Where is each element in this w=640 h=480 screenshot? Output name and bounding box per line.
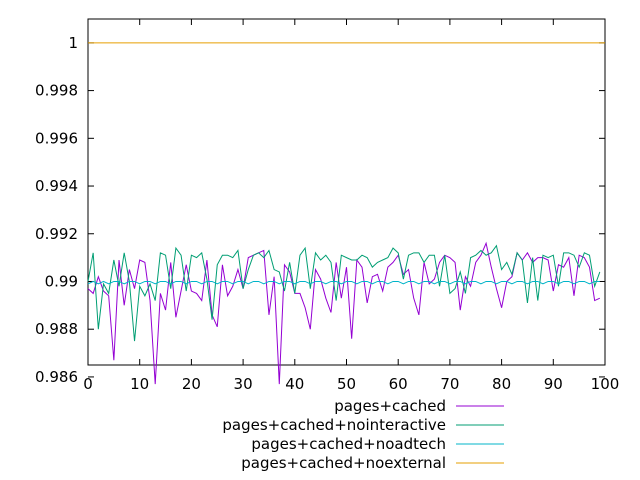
y-tick-label: 0.994: [35, 177, 78, 195]
x-tick-label: 10: [130, 375, 149, 393]
x-tick-label: 60: [389, 375, 408, 393]
y-axis: 0.986 0.988 0.99 0.992 0.994 0.996 0.998 1: [35, 34, 605, 386]
x-tick-label: 100: [591, 375, 620, 393]
legend-label: pages+cached+noadtech: [251, 435, 446, 453]
x-tick-label: 80: [492, 375, 511, 393]
x-tick-label: 70: [440, 375, 459, 393]
legend: pages+cachedpages+cached+nointeractivepa…: [222, 397, 504, 472]
x-tick-label: 90: [544, 375, 563, 393]
y-tick-label: 0.99: [45, 272, 78, 290]
plot-frame: [87, 18, 606, 366]
y-tick-label: 0.992: [35, 225, 78, 243]
legend-label: pages+cached+nointeractive: [222, 416, 446, 434]
x-tick-label: 20: [182, 375, 201, 393]
series-line-2: [87, 244, 601, 342]
y-tick-label: 0.988: [35, 320, 78, 338]
y-tick-label: 1: [68, 34, 78, 52]
x-tick-label: 0: [83, 375, 93, 393]
x-tick-label: 50: [337, 375, 356, 393]
x-tick-label: 40: [285, 375, 304, 393]
series-line-3: [87, 280, 600, 285]
y-tick-label: 0.998: [35, 82, 78, 100]
x-tick-label: 30: [234, 375, 253, 393]
y-tick-label: 0.986: [35, 368, 78, 386]
y-tick-label: 0.996: [35, 129, 78, 147]
legend-label: pages+cached: [334, 397, 446, 415]
legend-label: pages+cached+noexternal: [241, 454, 446, 472]
series-lines: [87, 42, 605, 385]
x-axis: 0 10 20 30 40 50 60 70 80 90 100: [83, 19, 619, 393]
